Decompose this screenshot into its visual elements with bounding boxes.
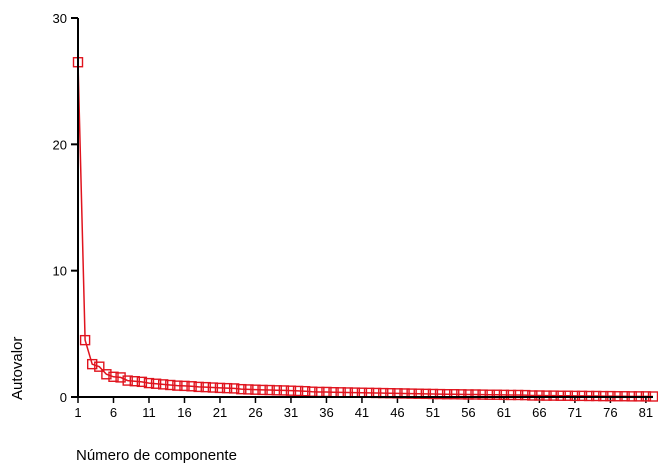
data-point-marker xyxy=(527,390,538,401)
x-tick-label: 36 xyxy=(319,405,333,420)
x-tick-label: 66 xyxy=(532,405,546,420)
x-axis-title: Número de componente xyxy=(76,447,237,464)
x-tick-label: 31 xyxy=(284,405,298,420)
x-tick-label: 71 xyxy=(568,405,582,420)
data-point-marker xyxy=(456,389,467,400)
data-point-marker xyxy=(165,379,176,391)
data-point-marker xyxy=(271,385,282,396)
data-point-marker xyxy=(172,380,183,391)
data-point-marker xyxy=(122,375,133,386)
data-point-marker xyxy=(562,390,574,401)
data-point-marker xyxy=(505,389,517,401)
data-point-marker xyxy=(434,388,446,400)
data-point-marker xyxy=(449,389,460,400)
data-point-marker xyxy=(591,390,602,402)
x-tick-label: 56 xyxy=(461,405,475,420)
data-point-marker xyxy=(520,389,531,401)
y-tick-label: 10 xyxy=(53,264,67,279)
x-tick-label: 1 xyxy=(74,405,81,420)
data-point-marker xyxy=(157,379,169,390)
data-point-marker xyxy=(143,377,155,389)
x-tick-label: 21 xyxy=(213,405,227,420)
x-tick-label: 6 xyxy=(110,405,117,420)
data-point-marker xyxy=(221,382,233,394)
data-point-marker xyxy=(406,388,417,399)
data-point-marker xyxy=(236,383,247,395)
x-tick-label: 76 xyxy=(603,405,617,420)
data-point-marker xyxy=(129,376,140,387)
data-point-marker xyxy=(555,390,566,401)
data-point-marker xyxy=(583,390,595,402)
data-point-marker xyxy=(179,380,190,392)
y-axis-ticks: 0 10 20 30 xyxy=(53,11,78,405)
y-tick-label: 30 xyxy=(53,11,67,26)
data-point-marker xyxy=(498,389,510,401)
data-point-marker xyxy=(427,388,439,400)
x-tick-label: 41 xyxy=(355,405,369,420)
x-tick-label: 16 xyxy=(177,405,191,420)
series-line xyxy=(77,62,654,398)
data-point-marker xyxy=(534,390,545,401)
y-axis-title: Autovalor xyxy=(9,337,26,400)
data-point-marker xyxy=(250,384,261,395)
x-tick-label: 26 xyxy=(248,405,262,420)
data-point-marker xyxy=(299,385,311,397)
data-point-marker xyxy=(576,390,588,402)
data-point-marker xyxy=(278,385,290,396)
data-point-marker xyxy=(136,376,148,388)
data-point-marker xyxy=(207,382,219,393)
data-point-marker xyxy=(214,382,226,394)
plot-area xyxy=(72,57,658,402)
data-point-marker xyxy=(200,381,211,393)
data-point-marker xyxy=(86,358,98,370)
data-point-marker xyxy=(79,334,91,346)
data-point-marker xyxy=(420,388,432,400)
data-point-marker xyxy=(115,372,126,383)
data-point-marker xyxy=(484,389,495,400)
data-point-marker xyxy=(441,389,453,400)
data-point-marker xyxy=(101,369,112,380)
data-point-marker xyxy=(94,361,105,372)
x-tick-label: 11 xyxy=(142,405,156,420)
data-point-marker xyxy=(477,389,488,400)
data-point-marker xyxy=(193,381,204,393)
data-point-marker xyxy=(548,390,559,401)
data-point-marker xyxy=(541,390,552,401)
x-tick-label: 61 xyxy=(497,405,511,420)
data-point-marker xyxy=(150,378,162,389)
data-point-marker xyxy=(292,385,304,397)
data-point-marker xyxy=(413,388,424,399)
data-point-marker xyxy=(108,371,119,382)
data-point-marker xyxy=(569,390,581,402)
data-point-marker xyxy=(228,383,240,394)
data-point-marker xyxy=(512,389,524,401)
data-point-marker xyxy=(285,385,297,396)
x-tick-label: 46 xyxy=(390,405,404,420)
data-point-marker xyxy=(470,389,481,400)
data-point-marker xyxy=(463,389,474,400)
x-tick-label: 51 xyxy=(426,405,440,420)
data-point-marker xyxy=(257,384,268,396)
data-point-marker xyxy=(491,389,503,400)
data-point-marker xyxy=(243,384,254,395)
x-tick-label: 81 xyxy=(639,405,653,420)
y-tick-label: 20 xyxy=(53,137,67,152)
data-point-marker xyxy=(186,381,197,392)
data-point-marker xyxy=(264,384,275,396)
y-tick-label: 0 xyxy=(60,390,67,405)
